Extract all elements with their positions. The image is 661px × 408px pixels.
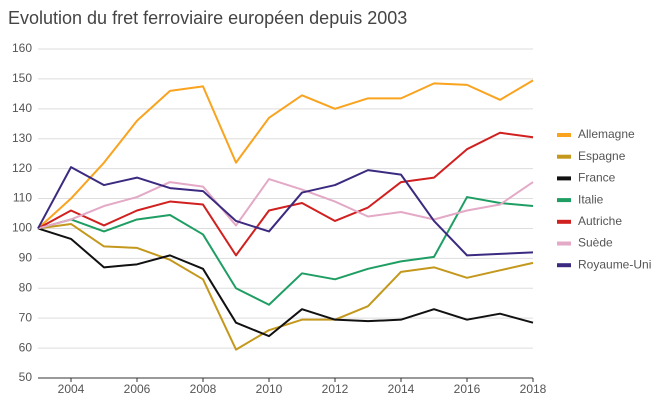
series-line [37, 166, 534, 257]
series-line [37, 227, 534, 338]
y-tick-label: 50 [19, 370, 33, 384]
y-tick-label: 160 [12, 41, 32, 55]
y-tick-label: 100 [12, 221, 32, 235]
x-tick-label: 2006 [124, 382, 151, 396]
series-line [37, 79, 534, 230]
y-tick-label: 70 [19, 310, 33, 324]
y-tick-label: 120 [12, 161, 32, 175]
x-tick-label: 2004 [58, 382, 85, 396]
chart-title: Evolution du fret ferroviaire européen d… [8, 8, 407, 28]
y-tick-label: 60 [19, 340, 33, 354]
legend-label: Italie [578, 192, 604, 206]
legend-label: Allemagne [578, 127, 635, 141]
y-tick-label: 130 [12, 131, 32, 145]
series-line [37, 196, 534, 306]
legend-label: France [578, 171, 616, 185]
x-tick-label: 2014 [388, 382, 415, 396]
y-tick-label: 80 [19, 280, 33, 294]
x-tick-label: 2018 [520, 382, 547, 396]
series-line [37, 131, 534, 257]
y-tick-label: 150 [12, 71, 32, 85]
x-tick-label: 2016 [454, 382, 481, 396]
legend-label: Suède [578, 236, 613, 250]
series-line [37, 178, 534, 230]
x-tick-label: 2012 [322, 382, 349, 396]
series-line [37, 222, 534, 351]
x-tick-label: 2008 [190, 382, 217, 396]
legend-label: Royaume-Uni [578, 257, 651, 271]
y-tick-label: 140 [12, 101, 32, 115]
x-tick-label: 2010 [256, 382, 283, 396]
y-tick-label: 110 [13, 191, 32, 205]
legend-label: Espagne [578, 149, 626, 163]
legend-label: Autriche [578, 214, 622, 228]
y-tick-label: 90 [19, 251, 33, 265]
